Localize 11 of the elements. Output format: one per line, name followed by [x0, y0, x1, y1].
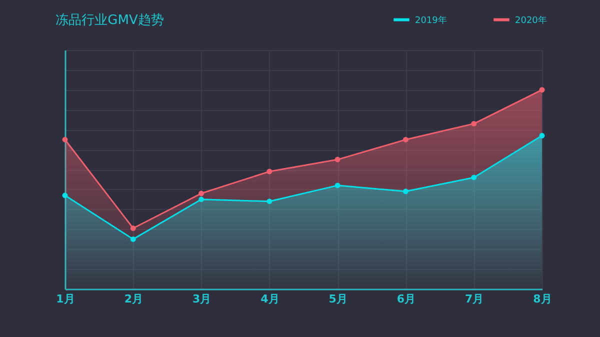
- x-tick-label: 1月: [56, 292, 75, 306]
- x-tick-label: 7月: [465, 292, 484, 306]
- x-tick-label: 2月: [124, 292, 143, 306]
- legend-label: 2020年: [515, 14, 547, 26]
- x-tick-label: 3月: [192, 292, 212, 306]
- x-tick-label: 5月: [328, 292, 348, 306]
- chart-title: 冻品行业GMV趋势: [56, 13, 164, 28]
- x-tick-label: 4月: [260, 292, 280, 306]
- x-tick-label: 6月: [396, 292, 416, 306]
- x-tick-label: 8月: [533, 292, 552, 306]
- legend-label: 2019年: [415, 14, 447, 26]
